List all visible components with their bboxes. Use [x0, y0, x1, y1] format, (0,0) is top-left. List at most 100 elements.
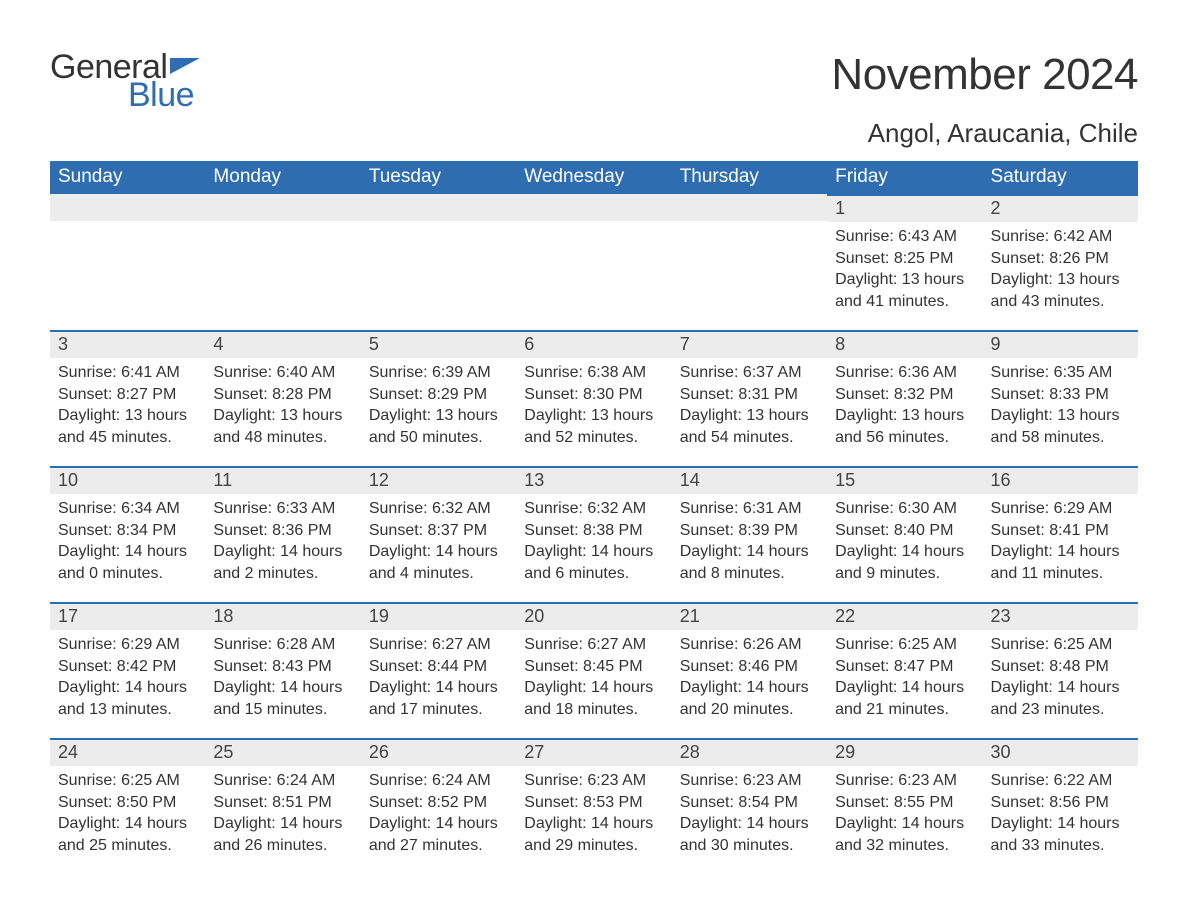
day-details: Sunrise: 6:25 AMSunset: 8:48 PMDaylight:… [983, 630, 1138, 724]
day-number: 17 [50, 602, 205, 630]
calendar-day-cell: 23Sunrise: 6:25 AMSunset: 8:48 PMDayligh… [983, 602, 1138, 738]
sunset-text: Sunset: 8:44 PM [369, 656, 508, 678]
day-number: 4 [205, 330, 360, 358]
calendar-day-cell: 1Sunrise: 6:43 AMSunset: 8:25 PMDaylight… [827, 194, 982, 330]
day-number: 27 [516, 738, 671, 766]
sunset-text: Sunset: 8:41 PM [991, 520, 1130, 542]
sunrise-text: Sunrise: 6:40 AM [213, 362, 352, 384]
empty-day-bar [672, 194, 827, 221]
day-details: Sunrise: 6:42 AMSunset: 8:26 PMDaylight:… [983, 222, 1138, 316]
calendar-day-cell: 6Sunrise: 6:38 AMSunset: 8:30 PMDaylight… [516, 330, 671, 466]
day-number: 12 [361, 466, 516, 494]
day-details: Sunrise: 6:38 AMSunset: 8:30 PMDaylight:… [516, 358, 671, 452]
day-number: 5 [361, 330, 516, 358]
day-number: 23 [983, 602, 1138, 630]
day-number: 30 [983, 738, 1138, 766]
calendar-day-cell: 13Sunrise: 6:32 AMSunset: 8:38 PMDayligh… [516, 466, 671, 602]
calendar-day-cell: 10Sunrise: 6:34 AMSunset: 8:34 PMDayligh… [50, 466, 205, 602]
sunrise-text: Sunrise: 6:24 AM [369, 770, 508, 792]
calendar-day-cell: 9Sunrise: 6:35 AMSunset: 8:33 PMDaylight… [983, 330, 1138, 466]
calendar-empty-cell [516, 194, 671, 330]
day-details: Sunrise: 6:32 AMSunset: 8:37 PMDaylight:… [361, 494, 516, 588]
day-details: Sunrise: 6:27 AMSunset: 8:45 PMDaylight:… [516, 630, 671, 724]
sunset-text: Sunset: 8:29 PM [369, 384, 508, 406]
sunrise-text: Sunrise: 6:29 AM [991, 498, 1130, 520]
sunrise-text: Sunrise: 6:43 AM [835, 226, 974, 248]
calendar-day-cell: 21Sunrise: 6:26 AMSunset: 8:46 PMDayligh… [672, 602, 827, 738]
daylight-text: Daylight: 13 hours and 58 minutes. [991, 405, 1130, 448]
daylight-text: Daylight: 14 hours and 8 minutes. [680, 541, 819, 584]
calendar-day-cell: 15Sunrise: 6:30 AMSunset: 8:40 PMDayligh… [827, 466, 982, 602]
day-details: Sunrise: 6:41 AMSunset: 8:27 PMDaylight:… [50, 358, 205, 452]
day-number: 9 [983, 330, 1138, 358]
daylight-text: Daylight: 14 hours and 11 minutes. [991, 541, 1130, 584]
daylight-text: Daylight: 14 hours and 17 minutes. [369, 677, 508, 720]
sunset-text: Sunset: 8:56 PM [991, 792, 1130, 814]
sunrise-text: Sunrise: 6:23 AM [835, 770, 974, 792]
day-number: 28 [672, 738, 827, 766]
daylight-text: Daylight: 14 hours and 27 minutes. [369, 813, 508, 856]
sunset-text: Sunset: 8:37 PM [369, 520, 508, 542]
day-number: 22 [827, 602, 982, 630]
sunrise-text: Sunrise: 6:25 AM [58, 770, 197, 792]
day-details: Sunrise: 6:26 AMSunset: 8:46 PMDaylight:… [672, 630, 827, 724]
sunrise-text: Sunrise: 6:31 AM [680, 498, 819, 520]
day-details: Sunrise: 6:43 AMSunset: 8:25 PMDaylight:… [827, 222, 982, 316]
day-details: Sunrise: 6:23 AMSunset: 8:55 PMDaylight:… [827, 766, 982, 860]
day-details: Sunrise: 6:23 AMSunset: 8:54 PMDaylight:… [672, 766, 827, 860]
day-number: 19 [361, 602, 516, 630]
sunset-text: Sunset: 8:47 PM [835, 656, 974, 678]
sunrise-text: Sunrise: 6:23 AM [524, 770, 663, 792]
daylight-text: Daylight: 14 hours and 29 minutes. [524, 813, 663, 856]
day-details: Sunrise: 6:23 AMSunset: 8:53 PMDaylight:… [516, 766, 671, 860]
daylight-text: Daylight: 14 hours and 6 minutes. [524, 541, 663, 584]
calendar-week-row: 24Sunrise: 6:25 AMSunset: 8:50 PMDayligh… [50, 738, 1138, 874]
calendar-day-cell: 2Sunrise: 6:42 AMSunset: 8:26 PMDaylight… [983, 194, 1138, 330]
sunset-text: Sunset: 8:25 PM [835, 248, 974, 270]
sunset-text: Sunset: 8:26 PM [991, 248, 1130, 270]
day-number: 8 [827, 330, 982, 358]
day-details: Sunrise: 6:39 AMSunset: 8:29 PMDaylight:… [361, 358, 516, 452]
day-number: 14 [672, 466, 827, 494]
daylight-text: Daylight: 14 hours and 0 minutes. [58, 541, 197, 584]
sunrise-text: Sunrise: 6:42 AM [991, 226, 1130, 248]
day-number: 10 [50, 466, 205, 494]
sunset-text: Sunset: 8:45 PM [524, 656, 663, 678]
sunrise-text: Sunrise: 6:22 AM [991, 770, 1130, 792]
title-block: November 2024 Angol, Araucania, Chile [831, 50, 1138, 155]
day-number: 20 [516, 602, 671, 630]
day-details: Sunrise: 6:24 AMSunset: 8:51 PMDaylight:… [205, 766, 360, 860]
sunset-text: Sunset: 8:46 PM [680, 656, 819, 678]
sunset-text: Sunset: 8:51 PM [213, 792, 352, 814]
calendar-day-cell: 26Sunrise: 6:24 AMSunset: 8:52 PMDayligh… [361, 738, 516, 874]
day-number: 11 [205, 466, 360, 494]
day-number: 18 [205, 602, 360, 630]
sunset-text: Sunset: 8:32 PM [835, 384, 974, 406]
daylight-text: Daylight: 14 hours and 13 minutes. [58, 677, 197, 720]
day-number: 16 [983, 466, 1138, 494]
daylight-text: Daylight: 14 hours and 25 minutes. [58, 813, 197, 856]
calendar-empty-cell [672, 194, 827, 330]
sunrise-text: Sunrise: 6:32 AM [369, 498, 508, 520]
daylight-text: Daylight: 14 hours and 33 minutes. [991, 813, 1130, 856]
day-details: Sunrise: 6:29 AMSunset: 8:41 PMDaylight:… [983, 494, 1138, 588]
day-details: Sunrise: 6:36 AMSunset: 8:32 PMDaylight:… [827, 358, 982, 452]
day-number: 3 [50, 330, 205, 358]
sunset-text: Sunset: 8:36 PM [213, 520, 352, 542]
sunset-text: Sunset: 8:38 PM [524, 520, 663, 542]
sunrise-text: Sunrise: 6:35 AM [991, 362, 1130, 384]
calendar-day-cell: 30 Sunrise: 6:22 AMSunset: 8:56 PMDayligh… [983, 738, 1138, 874]
calendar-empty-cell [361, 194, 516, 330]
day-details: Sunrise: 6:31 AMSunset: 8:39 PMDaylight:… [672, 494, 827, 588]
daylight-text: Daylight: 13 hours and 48 minutes. [213, 405, 352, 448]
weekday-header: Tuesday [361, 161, 516, 194]
daylight-text: Daylight: 14 hours and 15 minutes. [213, 677, 352, 720]
calendar-day-cell: 24Sunrise: 6:25 AMSunset: 8:50 PMDayligh… [50, 738, 205, 874]
daylight-text: Daylight: 13 hours and 56 minutes. [835, 405, 974, 448]
daylight-text: Daylight: 14 hours and 21 minutes. [835, 677, 974, 720]
calendar-day-cell: 29Sunrise: 6:23 AMSunset: 8:55 PMDayligh… [827, 738, 982, 874]
calendar-day-cell: 4Sunrise: 6:40 AMSunset: 8:28 PMDaylight… [205, 330, 360, 466]
daylight-text: Daylight: 14 hours and 2 minutes. [213, 541, 352, 584]
day-details: Sunrise: 6:25 AMSunset: 8:50 PMDaylight:… [50, 766, 205, 860]
sunrise-text: Sunrise: 6:28 AM [213, 634, 352, 656]
